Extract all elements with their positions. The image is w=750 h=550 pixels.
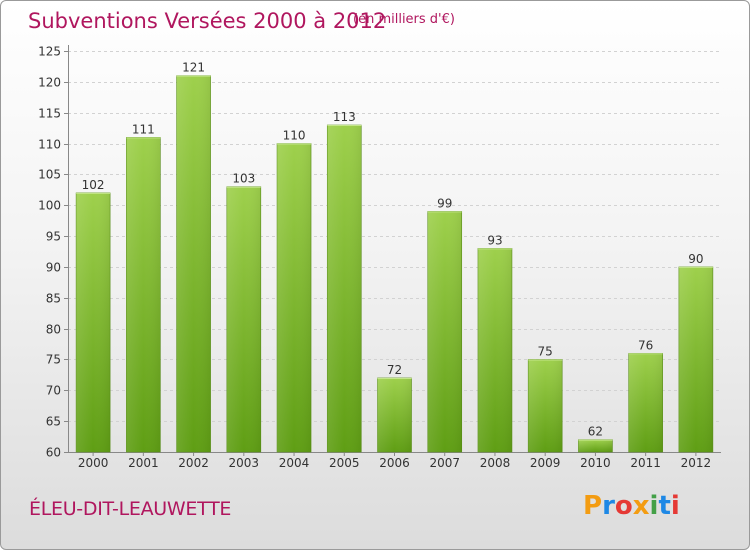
y-tick-label: 120 xyxy=(38,76,61,90)
bar-value-label: 90 xyxy=(688,252,703,266)
y-tick-label: 90 xyxy=(46,261,61,275)
bar-value-label: 99 xyxy=(437,196,452,210)
bar-value-label: 103 xyxy=(232,172,255,186)
bar-value-label: 75 xyxy=(538,344,553,358)
y-tick-label: 100 xyxy=(38,199,61,213)
bar-value-label: 111 xyxy=(132,122,155,136)
bar-shine xyxy=(226,186,261,452)
logo-letter: i xyxy=(670,491,680,521)
x-tick-label: 2001 xyxy=(128,456,159,470)
bar-shine xyxy=(327,125,362,453)
logo-letter: P xyxy=(583,491,603,521)
axes xyxy=(64,45,721,456)
logo-letter: o xyxy=(614,491,633,521)
bar-shine xyxy=(176,75,211,452)
bar-shine xyxy=(528,359,563,452)
x-tick-label: 2008 xyxy=(480,456,511,470)
y-tick-label: 95 xyxy=(46,230,61,244)
y-tick-label: 70 xyxy=(46,384,61,398)
y-tick-label: 75 xyxy=(46,353,61,367)
bar-value-label: 93 xyxy=(487,233,502,247)
x-tick-label: 2011 xyxy=(630,456,661,470)
town-name: ÉLEU-DIT-LEAUWETTE xyxy=(29,498,232,520)
y-tick-label: 115 xyxy=(38,107,61,121)
x-tick-label: 2010 xyxy=(580,456,611,470)
x-tick-label: 2005 xyxy=(329,456,360,470)
x-tick-label: 2002 xyxy=(178,456,209,470)
x-tick-label: 2006 xyxy=(379,456,410,470)
bars xyxy=(75,75,714,453)
logo-letter: i xyxy=(649,491,659,521)
x-tick-label: 2009 xyxy=(530,456,561,470)
logo-letter: x xyxy=(632,491,650,521)
bar-value-label: 113 xyxy=(333,110,356,124)
bar-value-label: 62 xyxy=(588,425,603,439)
y-tick-label: 105 xyxy=(38,168,61,182)
y-tick-label: 60 xyxy=(46,446,61,460)
x-tick-labels: 2000 2001 2002 2003 2004 2005 2006 2007 2008 2009… xyxy=(78,456,711,470)
bar-shine xyxy=(578,439,613,452)
bar-shine xyxy=(126,137,161,452)
bar-shine xyxy=(377,377,412,452)
bar-value-label: 102 xyxy=(82,178,105,192)
bar-value-label: 121 xyxy=(182,61,205,75)
logo-letter: t xyxy=(658,491,671,521)
bar-value-label: 76 xyxy=(638,338,653,352)
x-tick-label: 2012 xyxy=(681,456,712,470)
proxiti-logo: Proxiti xyxy=(583,491,680,521)
bar-shine xyxy=(628,353,663,452)
y-tick-label: 110 xyxy=(38,138,61,152)
bar-shine xyxy=(678,266,713,452)
x-tick-label: 2000 xyxy=(78,456,109,470)
bar-shine xyxy=(427,211,462,452)
bar-shine xyxy=(477,248,512,452)
y-tick-labels: 60 65 70 75 80 85 90 95 100 105 110 115 120 125 xyxy=(38,45,61,460)
y-tick-label: 125 xyxy=(38,45,61,59)
x-tick-label: 2003 xyxy=(229,456,260,470)
x-tick-label: 2007 xyxy=(429,456,460,470)
bar-value-label: 72 xyxy=(387,363,402,377)
y-tick-label: 65 xyxy=(46,415,61,429)
chart-title: Subventions Versées 2000 à 2012 xyxy=(28,9,387,33)
logo-letter: r xyxy=(602,491,615,521)
bar-value-labels: 102 111 121 103 110 113 72 99 93 75 62 76 90 xyxy=(82,61,704,439)
x-tick-label: 2004 xyxy=(279,456,310,470)
y-tick-label: 80 xyxy=(46,323,61,337)
bar-shine xyxy=(277,143,312,453)
bar-value-label: 110 xyxy=(283,129,306,143)
chart-unit: (en milliers d'€) xyxy=(353,12,455,27)
bar-shine xyxy=(76,192,111,452)
y-tick-label: 85 xyxy=(46,292,61,306)
